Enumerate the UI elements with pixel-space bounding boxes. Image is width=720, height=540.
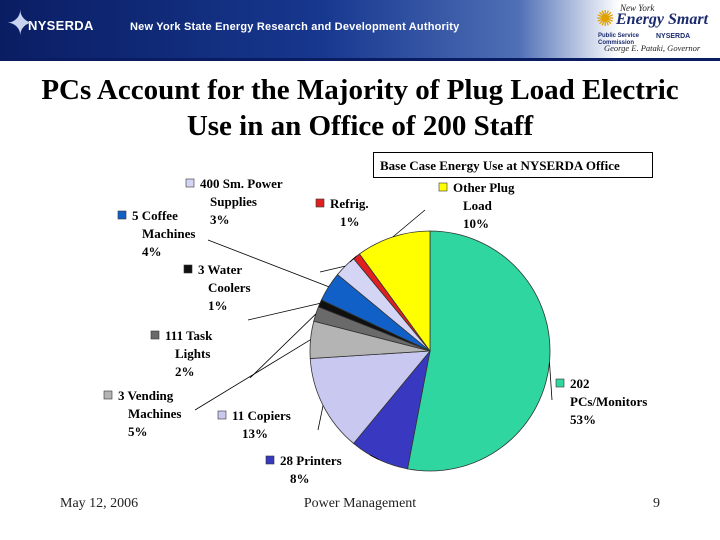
leader-line bbox=[549, 362, 553, 401]
legend-marker bbox=[265, 455, 275, 465]
slice-label: 3 Water bbox=[198, 262, 242, 277]
slice-label: 3% bbox=[210, 212, 230, 227]
slice-label: PCs/Monitors bbox=[570, 394, 647, 409]
slice-label: 10% bbox=[463, 216, 489, 231]
slice-label: 111 Task bbox=[165, 328, 213, 343]
leader-line bbox=[249, 313, 317, 379]
org-name: NYSERDA bbox=[28, 18, 94, 33]
footer-date: May 12, 2006 bbox=[60, 496, 139, 511]
leader-line bbox=[392, 209, 426, 238]
legend-marker bbox=[117, 210, 127, 220]
legend-marker bbox=[103, 390, 113, 400]
legend-marker bbox=[217, 410, 227, 420]
legend-marker bbox=[150, 330, 160, 340]
agency-name: New York State Energy Research and Devel… bbox=[130, 21, 460, 33]
slice-label: Machines bbox=[142, 226, 195, 241]
slice-label: 13% bbox=[242, 426, 268, 441]
slice-label: 8% bbox=[290, 471, 310, 486]
leader-line bbox=[247, 302, 320, 321]
footer-center: Power Management bbox=[303, 496, 417, 511]
legend-marker bbox=[185, 178, 195, 188]
legend-marker bbox=[315, 198, 325, 208]
energy-smart-logo: ✺ New York Energy Smart Public Service C… bbox=[596, 2, 718, 56]
slice-label: Lights bbox=[175, 346, 210, 361]
slice-label: Load bbox=[463, 198, 493, 213]
slice-label: 202 bbox=[570, 376, 590, 391]
slice-label: 5% bbox=[128, 424, 148, 439]
logo-line-5: George E. Pataki, Governor bbox=[604, 43, 701, 53]
leader-line bbox=[317, 405, 324, 431]
leader-line bbox=[319, 265, 346, 273]
slice-label: Machines bbox=[128, 406, 181, 421]
chart-title: Base Case Energy Use at NYSERDA Office bbox=[373, 152, 653, 178]
slide-title: PCs Account for the Majority of Plug Loa… bbox=[41, 74, 679, 142]
header-banner: ✦ NYSERDA New York State Energy Research… bbox=[0, 0, 720, 58]
slice-label: 3 Vending bbox=[118, 388, 174, 403]
slice-label: 2% bbox=[175, 364, 195, 379]
pie-slice bbox=[358, 230, 431, 353]
slice-label: 5 Coffee bbox=[132, 208, 178, 223]
slice-label: Supplies bbox=[210, 194, 257, 209]
logo-line-4: NYSERDA bbox=[656, 33, 691, 40]
pie-slice bbox=[309, 350, 431, 445]
logo-line-1: New York bbox=[620, 3, 655, 13]
legend-marker bbox=[555, 378, 565, 388]
legend-marker bbox=[438, 182, 448, 192]
sun-icon: ✺ bbox=[596, 6, 615, 31]
slice-label: 4% bbox=[142, 244, 162, 259]
slice-label: 1% bbox=[340, 214, 360, 229]
slice-label: 11 Copiers bbox=[232, 408, 291, 423]
org-logo: ✦ NYSERDA bbox=[6, 5, 94, 43]
star-icon: ✦ bbox=[6, 5, 35, 43]
slice-label: 28 Printers bbox=[280, 453, 342, 468]
slice-label: Coolers bbox=[208, 280, 251, 295]
slice-label: 1% bbox=[208, 298, 228, 313]
header-rule bbox=[0, 58, 720, 61]
leader-line bbox=[349, 255, 357, 263]
leader-line bbox=[207, 239, 329, 288]
slice-label: Other Plug bbox=[453, 180, 515, 195]
slice-label: 400 Sm. Power bbox=[200, 176, 283, 191]
legend-marker bbox=[183, 264, 193, 274]
footer-page-number: 9 bbox=[653, 496, 660, 511]
leader-line bbox=[369, 454, 380, 460]
slice-label: Refrig. bbox=[330, 196, 369, 211]
slice-label: 53% bbox=[570, 412, 596, 427]
logo-line-2: Energy Smart bbox=[616, 11, 709, 28]
logo-line-3: Public Service Commission bbox=[598, 33, 640, 46]
